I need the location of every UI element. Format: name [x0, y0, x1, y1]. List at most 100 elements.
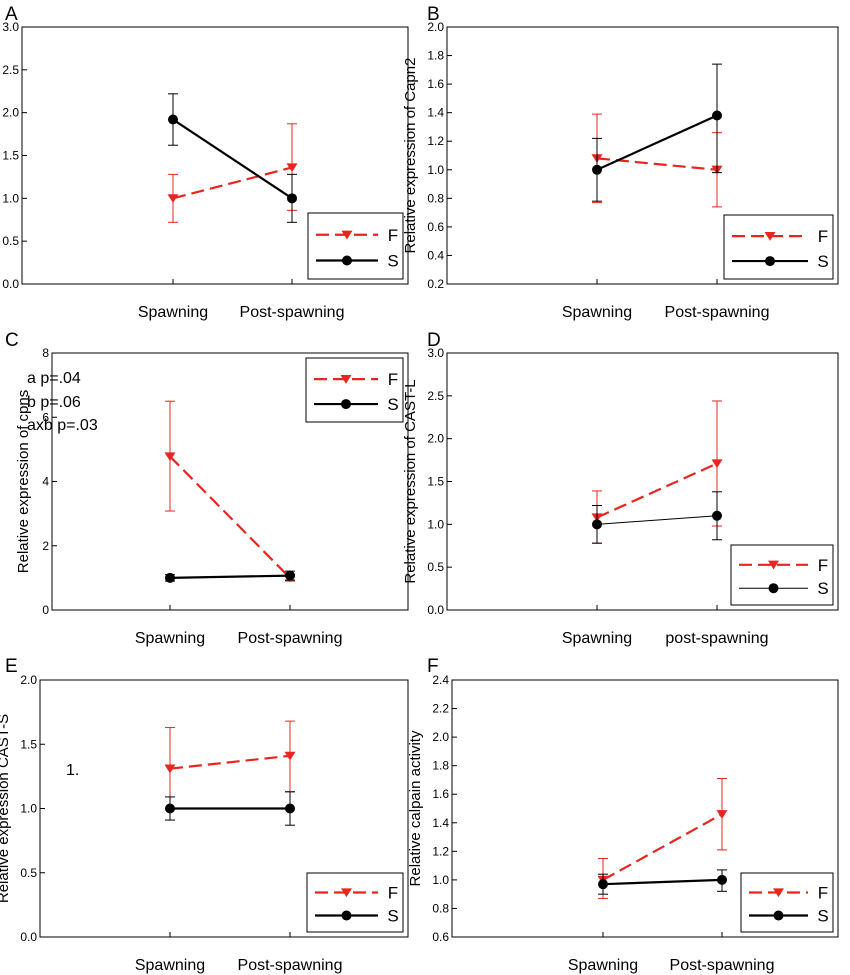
panel-c-legend-marker-f [340, 374, 352, 384]
panel-a-line-f [172, 166, 293, 200]
panel-a-ytick-label: 0.0 [2, 277, 19, 291]
panel-f-plot-frame [451, 679, 839, 938]
panel-f-ylabel: Relative calpain activity [407, 730, 424, 886]
panel-d-ylabel: Relative expression of CAST-L [402, 379, 419, 583]
panel-c-legend-marker-s [341, 399, 351, 410]
panel-d-line-s [596, 515, 718, 525]
panel-b-xtick-label: Spawning [562, 304, 632, 321]
panel-c-legend-label-s: S [387, 395, 398, 414]
panel-f-legend-label-s: S [817, 906, 828, 925]
panel-b-line-s [596, 114, 718, 171]
panel-d-line-f [596, 462, 718, 519]
panel-a-point-marker-s [287, 193, 297, 204]
panel-c-note: axb p=.03 [27, 417, 98, 434]
panel-e-legend [306, 872, 404, 933]
panel-b-xtick-label: Post-spawning [665, 304, 770, 321]
panel-c-ytick-label: 2 [42, 539, 49, 553]
panel-b-ylabel: Relative expression of Capn2 [402, 58, 419, 254]
panel-f-legend-marker-f [773, 888, 784, 898]
panel-f-line-s [602, 878, 723, 886]
panel-f-ytick-label: 1.0 [432, 873, 449, 887]
panel-b-legend-label-s: S [817, 252, 828, 271]
panel-c-note: a p=.04 [27, 370, 81, 387]
panel-b-ytick-label: 1.4 [427, 106, 444, 120]
panel-b-point-marker-s [592, 164, 602, 175]
panel-d-ytick-label: 3.0 [427, 346, 444, 360]
panel-d-ytick-label: 2.5 [427, 389, 444, 403]
panel-e-point-marker-f [284, 751, 296, 761]
panel-e-ytick-label: 1.0 [20, 802, 37, 816]
panel-d-point-marker-f [711, 459, 723, 469]
panel-e-point-marker-f [164, 764, 176, 774]
panel-a-legend-marker-f [341, 230, 353, 240]
panel-f-ytick-label: 2.2 [432, 702, 449, 716]
panel-e-legend-marker-s [341, 910, 352, 921]
panel-c-point-marker-f [164, 452, 176, 462]
panel-e-ytick-label: 0.0 [20, 930, 37, 944]
panel-b-ytick-label: 0.4 [427, 248, 444, 262]
panel-a-ytick-label: 3.0 [2, 20, 19, 34]
panel-f-letter: F [427, 656, 439, 677]
panel-b-ytick-label: 2.0 [427, 20, 444, 34]
panel-d-xtick-label: Spawning [562, 630, 632, 647]
panel-e-ytick-label: 2.0 [20, 673, 37, 687]
panel-f-ytick-label: 1.8 [432, 759, 449, 773]
panel-f-line-f [602, 813, 723, 881]
panel-c-ylabel: Relative expression of cpns [15, 390, 32, 573]
panel-c-point-marker-s [285, 570, 295, 581]
panel-e-legend-label-s: S [387, 906, 398, 925]
panel-b-ytick-label: 0.6 [427, 220, 444, 234]
panel-f-ytick-label: 1.2 [432, 844, 449, 858]
panel-f-ytick-label: 1.4 [432, 816, 449, 830]
panel-e-ytick-label: 0.5 [20, 866, 37, 880]
panel-c-point-marker-s [165, 572, 175, 583]
panel-d-legend-label-s: S [817, 579, 828, 598]
panel-d-ytick-label: 2.0 [427, 432, 444, 446]
panel-c-line-s [169, 574, 291, 579]
panel-f-ytick-label: 0.6 [432, 930, 449, 944]
panel-a-ytick-label: 1.0 [2, 191, 19, 205]
panel-e-legend-label-f: F [388, 883, 398, 902]
panel-c-legend-label-f: F [388, 370, 398, 389]
panel-d-ytick-label: 0.0 [427, 603, 444, 617]
panel-b-ytick-label: 1.6 [427, 77, 444, 91]
panel-c-ytick-label: 4 [42, 475, 49, 489]
panel-e-legend-marker-f [341, 888, 352, 898]
panel-b-ytick-label: 1.8 [427, 49, 444, 63]
panel-d-ytick-label: 0.5 [427, 560, 444, 574]
panel-a-xtick-label: Post-spawning [240, 304, 345, 321]
panel-f-point-marker-f [716, 810, 728, 819]
panel-e-letter: E [5, 656, 18, 677]
panel-a-point-marker-f [286, 163, 298, 173]
panel-f-legend-marker-s [773, 910, 784, 921]
panel-f-point-marker-s [717, 874, 727, 885]
panel-f-ytick-label: 1.6 [432, 787, 449, 801]
panel-d-legend-marker-s [768, 583, 779, 594]
panel-a-point-marker-s [168, 114, 178, 125]
panel-e-note: 1. [66, 762, 79, 779]
panel-f-point-marker-s [598, 879, 608, 890]
panel-b-ytick-label: 0.8 [427, 191, 444, 205]
panel-f-ytick-label: 2.0 [432, 730, 449, 744]
panel-b-letter: B [427, 4, 440, 25]
panel-b-point-marker-s [712, 110, 722, 121]
panel-a-ytick-label: 0.5 [2, 234, 19, 248]
panel-b-legend-marker-f [764, 231, 776, 241]
panel-a-line-s [172, 118, 293, 200]
panel-e-xtick-label: Spawning [135, 957, 205, 974]
panel-b-line-f [596, 157, 718, 171]
panel-a-xtick-label: Spawning [138, 304, 208, 321]
panel-d-ytick-label: 1.5 [427, 475, 444, 489]
panel-b-ytick-label: 0.2 [427, 277, 444, 291]
panel-d-xtick-label: post-spawning [665, 630, 768, 647]
panel-e-line-f [169, 754, 291, 770]
panel-f-legend-label-f: F [818, 883, 828, 902]
panel-f-xtick-label: Post-spawning [670, 957, 775, 974]
panel-c-ytick-label: 0 [42, 603, 49, 617]
panel-d-point-marker-s [712, 510, 722, 521]
panel-e-point-marker-s [285, 803, 295, 814]
panel-d-legend [730, 544, 834, 606]
panel-d-ytick-label: 1.0 [427, 517, 444, 531]
panel-c-line-f [169, 455, 291, 579]
